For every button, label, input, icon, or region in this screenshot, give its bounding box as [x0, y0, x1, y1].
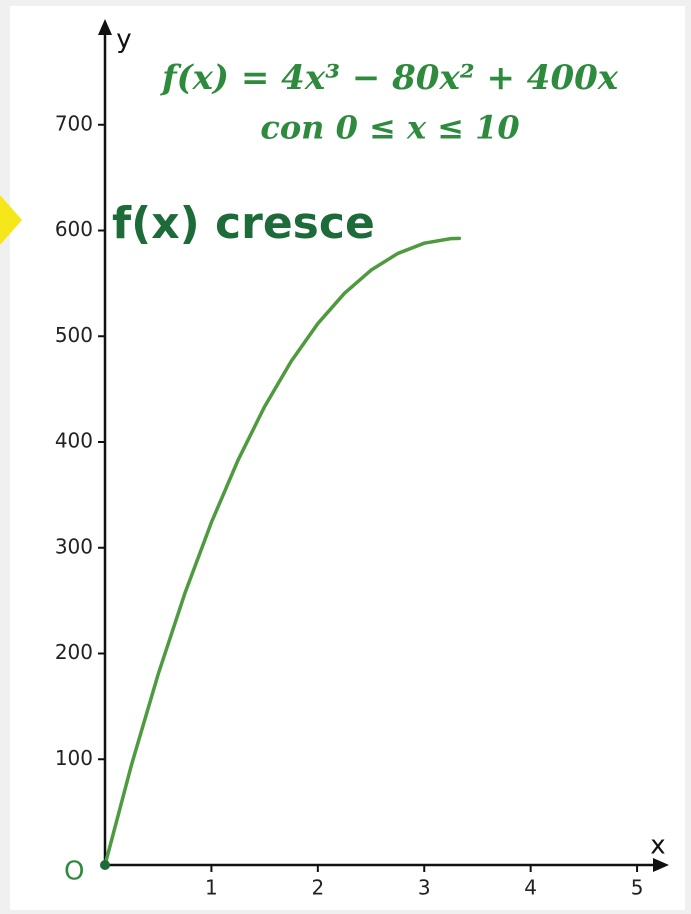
y-tick-label: 700 [55, 111, 93, 135]
formula: f(x) = 4x³ − 80x² + 400x [160, 58, 619, 98]
panel [10, 6, 685, 910]
y-tick-label: 500 [55, 323, 93, 347]
y-tick-label: 400 [55, 429, 93, 453]
x-arrow [653, 858, 669, 872]
y-axis-label: y [116, 25, 131, 55]
y-tick-label: 300 [55, 534, 93, 558]
x-tick-label: 3 [418, 876, 431, 900]
x-tick-label: 1 [205, 876, 218, 900]
start-point [100, 860, 110, 870]
pointer [0, 195, 22, 245]
x-tick-label: 2 [311, 876, 324, 900]
x-tick-label: 5 [631, 876, 644, 900]
y-arrow [98, 19, 112, 35]
origin-label: O [64, 857, 84, 887]
y-tick-label: 100 [55, 746, 93, 770]
note: f(x) cresce [112, 198, 375, 249]
x-axis-label: x [650, 831, 665, 861]
x-tick-label: 4 [524, 876, 537, 900]
domain: con 0 ≤ x ≤ 10 [260, 109, 519, 147]
y-tick-label: 200 [55, 640, 93, 664]
y-tick-label: 600 [55, 217, 93, 241]
curve [103, 236, 462, 867]
